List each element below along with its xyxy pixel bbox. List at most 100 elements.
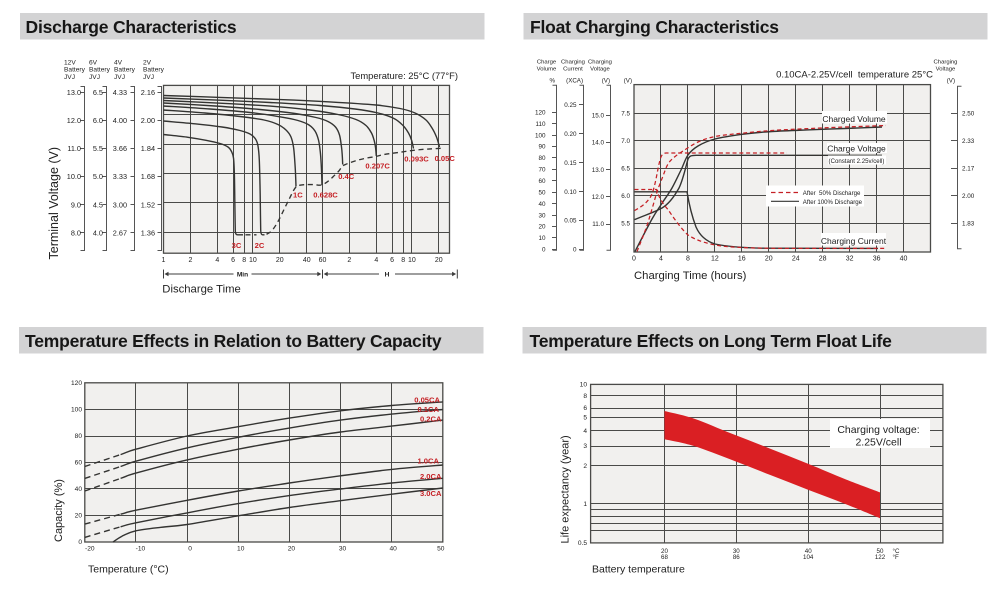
svg-text:50: 50 xyxy=(538,189,546,196)
svg-text:11.0: 11.0 xyxy=(67,144,81,153)
svg-text:2: 2 xyxy=(347,257,351,264)
svg-text:4: 4 xyxy=(374,257,378,264)
svg-text:1: 1 xyxy=(583,501,587,508)
svg-text:40: 40 xyxy=(805,548,812,555)
svg-text:28: 28 xyxy=(819,255,827,262)
svg-text:3.0CA: 3.0CA xyxy=(420,489,442,498)
svg-text:0.20: 0.20 xyxy=(564,131,577,138)
svg-text:4.00: 4.00 xyxy=(113,116,127,125)
svg-text:4: 4 xyxy=(215,257,219,264)
svg-text:13.0: 13.0 xyxy=(592,167,605,174)
svg-text:5: 5 xyxy=(583,415,587,422)
svg-text:6: 6 xyxy=(583,405,587,412)
svg-text:JVJ: JVJ xyxy=(89,74,100,81)
svg-text:JVJ: JVJ xyxy=(64,74,75,81)
svg-text:0.05CA: 0.05CA xyxy=(414,395,440,404)
svg-text:2.16: 2.16 xyxy=(141,88,155,97)
svg-text:60: 60 xyxy=(75,460,83,467)
svg-text:20: 20 xyxy=(435,257,443,264)
svg-text:Battery: Battery xyxy=(143,67,165,74)
svg-text:2.25V/cell: 2.25V/cell xyxy=(855,437,901,449)
svg-text:60: 60 xyxy=(538,178,546,185)
svg-text:Capacity (%): Capacity (%) xyxy=(53,479,65,542)
svg-text:(V): (V) xyxy=(947,78,955,85)
svg-text:10: 10 xyxy=(249,257,257,264)
svg-text:40: 40 xyxy=(75,486,83,493)
svg-text:(V): (V) xyxy=(624,78,632,85)
svg-text:Charge Voltage: Charge Voltage xyxy=(827,144,886,154)
svg-text:6.0: 6.0 xyxy=(93,116,103,125)
svg-text:40: 40 xyxy=(389,546,397,553)
svg-text:2C: 2C xyxy=(255,241,265,250)
svg-text:100: 100 xyxy=(535,132,546,139)
svg-text:0.5: 0.5 xyxy=(578,540,587,547)
svg-text:0.093C: 0.093C xyxy=(404,154,429,163)
svg-text:After 100% Discharge: After 100% Discharge xyxy=(803,199,863,206)
svg-text:4V: 4V xyxy=(114,60,123,67)
svg-text:%: % xyxy=(549,78,555,85)
svg-text:20: 20 xyxy=(276,257,284,264)
svg-text:104: 104 xyxy=(803,554,814,561)
svg-text:20: 20 xyxy=(288,546,296,553)
svg-text:Temperature: 25°C (77°F): Temperature: 25°C (77°F) xyxy=(350,70,458,81)
svg-text:1C: 1C xyxy=(293,191,303,200)
svg-text:14.0: 14.0 xyxy=(592,140,605,147)
svg-text:2: 2 xyxy=(188,257,192,264)
svg-text:Charge: Charge xyxy=(537,60,557,66)
svg-text:6: 6 xyxy=(231,257,235,264)
svg-text:2.17: 2.17 xyxy=(962,166,975,173)
svg-text:2V: 2V xyxy=(143,60,152,67)
svg-text:2: 2 xyxy=(583,463,587,470)
svg-text:12.0: 12.0 xyxy=(592,194,605,201)
svg-text:2.50: 2.50 xyxy=(962,110,975,117)
svg-text:Min: Min xyxy=(237,271,248,278)
svg-text:0.15: 0.15 xyxy=(564,160,577,167)
svg-text:5.5: 5.5 xyxy=(621,221,630,228)
svg-text:100: 100 xyxy=(71,407,82,414)
svg-text:Terminal Voltage (V): Terminal Voltage (V) xyxy=(47,147,61,260)
svg-text:Volume: Volume xyxy=(537,66,557,72)
svg-text:1.36: 1.36 xyxy=(141,228,155,237)
svg-text:6.5: 6.5 xyxy=(621,166,630,173)
svg-text:10: 10 xyxy=(237,546,245,553)
svg-text:JVJ: JVJ xyxy=(114,74,125,81)
svg-text:2.67: 2.67 xyxy=(113,228,127,237)
svg-text:0.10: 0.10 xyxy=(564,189,577,196)
svg-text:3C: 3C xyxy=(232,241,242,250)
svg-text:12.0: 12.0 xyxy=(67,116,81,125)
svg-text:Voltage: Voltage xyxy=(590,66,610,72)
svg-text:8: 8 xyxy=(401,257,405,264)
svg-text:6: 6 xyxy=(390,257,394,264)
svg-text:8: 8 xyxy=(242,257,246,264)
svg-text:8: 8 xyxy=(686,255,690,262)
svg-text:16: 16 xyxy=(738,255,746,262)
svg-text:11.0: 11.0 xyxy=(592,221,604,228)
svg-text:6V: 6V xyxy=(89,60,98,67)
svg-text:0.1CA: 0.1CA xyxy=(417,405,439,414)
svg-text:Voltage: Voltage xyxy=(936,66,956,72)
svg-text:4: 4 xyxy=(583,428,587,435)
svg-text:Charging: Charging xyxy=(588,60,612,66)
svg-text:0.25: 0.25 xyxy=(564,102,577,109)
svg-text:°F: °F xyxy=(893,554,899,561)
svg-text:Discharge Time: Discharge Time xyxy=(162,284,240,296)
svg-text:20: 20 xyxy=(661,548,668,555)
svg-text:Charging: Charging xyxy=(934,60,958,66)
svg-text:80: 80 xyxy=(75,433,83,440)
svg-text:0.628C: 0.628C xyxy=(313,191,338,200)
svg-text:9.0: 9.0 xyxy=(71,200,81,209)
svg-text:1.83: 1.83 xyxy=(962,221,975,228)
svg-text:Charging: Charging xyxy=(561,60,585,66)
svg-text:20: 20 xyxy=(538,224,546,231)
svg-text:13.0: 13.0 xyxy=(67,88,81,97)
svg-text:36: 36 xyxy=(873,255,881,262)
svg-text:12V: 12V xyxy=(64,60,76,67)
svg-text:H: H xyxy=(385,271,390,278)
svg-text:0.2CA: 0.2CA xyxy=(420,415,442,424)
svg-text:-10: -10 xyxy=(136,546,146,553)
svg-text:After 50% Discharge: After 50% Discharge xyxy=(803,190,861,197)
svg-text:0: 0 xyxy=(188,546,192,553)
svg-text:Temperature (°C): Temperature (°C) xyxy=(88,564,169,576)
svg-text:30: 30 xyxy=(733,548,740,555)
svg-text:1.68: 1.68 xyxy=(141,172,155,181)
